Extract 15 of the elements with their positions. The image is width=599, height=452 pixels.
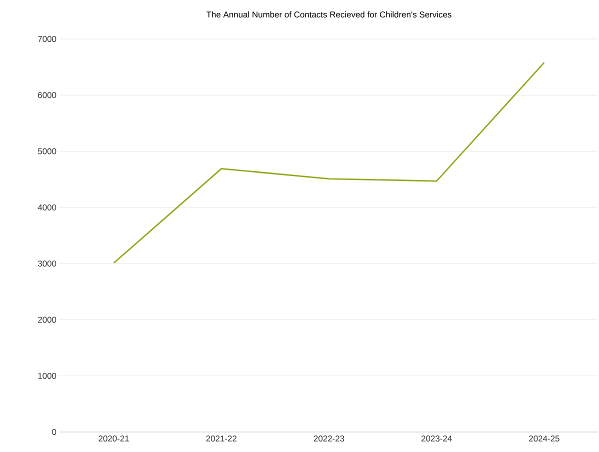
line-series xyxy=(113,62,545,264)
y-tick-label: 0 xyxy=(52,429,56,435)
x-tick-label: 2020-21 xyxy=(98,436,129,442)
x-tick-label: 2023-24 xyxy=(421,436,452,442)
chart-title: The Annual Number of Contacts Recieved for Children's Services xyxy=(206,11,452,18)
y-tick-label: 6000 xyxy=(38,92,56,98)
x-tick-label: 2022-23 xyxy=(314,436,344,442)
y-tick-label: 4000 xyxy=(38,204,56,210)
y-tick-label: 3000 xyxy=(38,260,56,267)
y-tick-label: 7000 xyxy=(38,36,56,42)
x-tick-label: 2024-25 xyxy=(529,436,560,442)
y-tick-label: 1000 xyxy=(38,372,56,379)
y-tick-label: 5000 xyxy=(38,148,56,154)
y-tick-label: 2000 xyxy=(38,316,56,323)
x-tick-label: 2021-22 xyxy=(206,436,237,442)
